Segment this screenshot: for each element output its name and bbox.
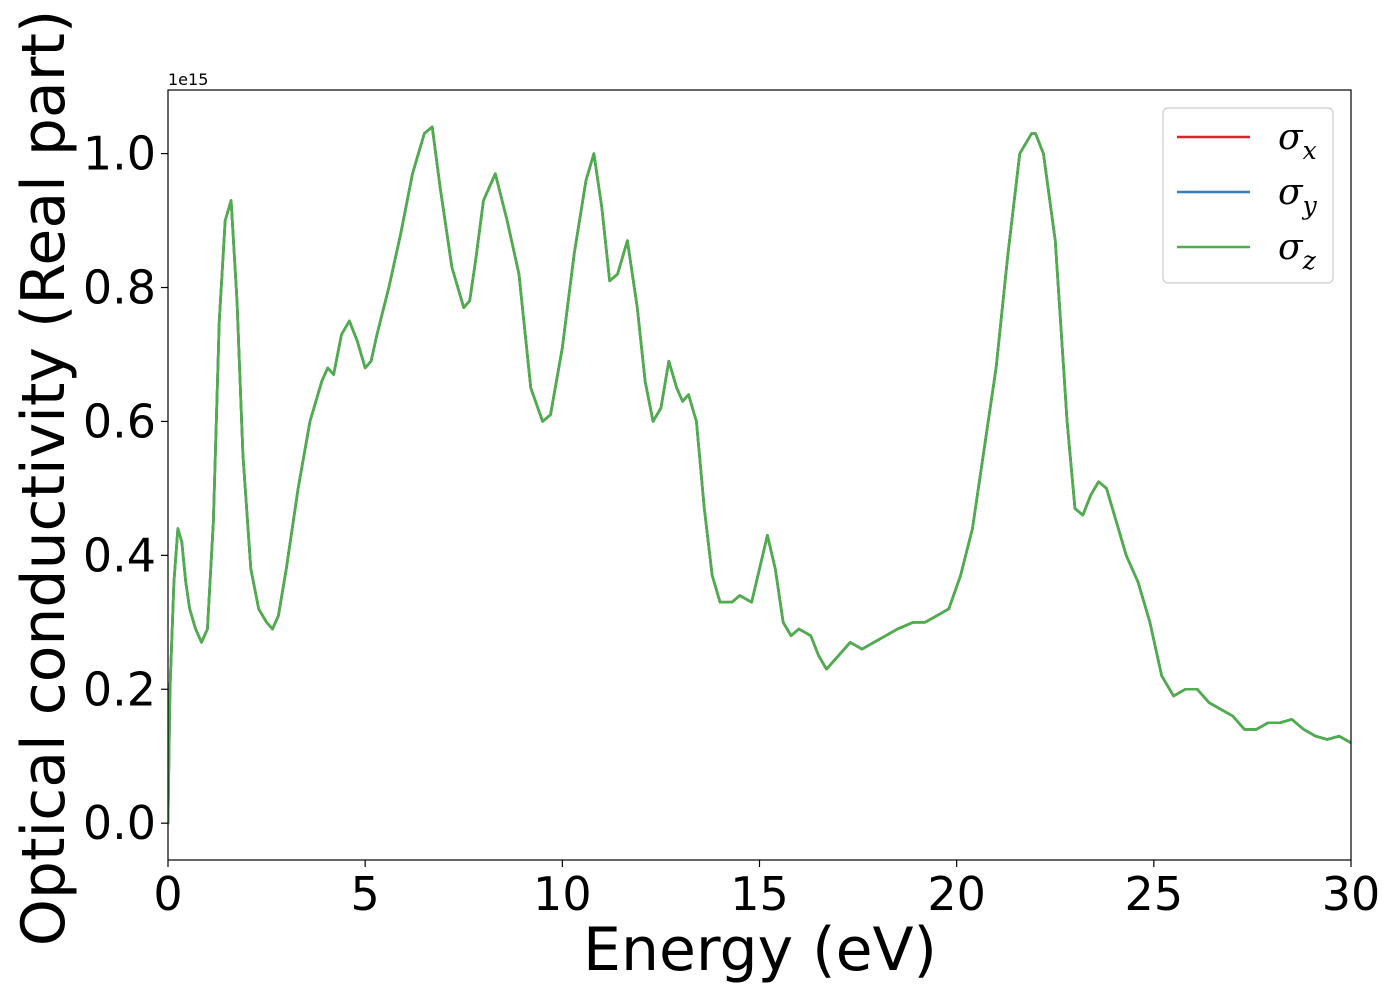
series-layer	[168, 125, 1351, 825]
legend-box	[1162, 107, 1334, 284]
ticks-layer: 0 5 10 15 20 25 30 0.0 0.2 0.4 0.6 0.8 1.0	[83, 127, 1380, 921]
x-axis-label: Energy (eV)	[583, 915, 937, 985]
legend-label-3: σz	[1278, 227, 1317, 275]
x-tick-label: 5	[351, 867, 380, 921]
plot-background	[168, 90, 1351, 860]
legend-label-1: σx	[1278, 117, 1317, 165]
y-tick-label: 0.6	[83, 394, 156, 448]
y-tick-label: 0.0	[83, 796, 156, 850]
y-tick-label: 0.2	[83, 662, 156, 716]
y-offset-label: 1e15	[168, 70, 208, 89]
y-tick-label: 0.8	[83, 261, 156, 315]
y-tick-label: 1.0	[83, 127, 156, 181]
x-tick-label: 30	[1322, 867, 1381, 921]
legend-label-2: σy	[1278, 172, 1318, 220]
x-tick-label: 0	[153, 867, 182, 921]
x-tick-label: 25	[1125, 867, 1184, 921]
legend: σx σy σz	[1162, 107, 1334, 284]
x-tick-label: 10	[533, 867, 592, 921]
x-tick-label: 20	[927, 867, 986, 921]
y-axis-label: Optical conductivity (Real part)	[9, 10, 79, 947]
plot-area	[168, 90, 1351, 860]
x-tick-label: 15	[730, 867, 789, 921]
series-line-3	[168, 125, 1351, 825]
y-tick-label: 0.4	[83, 528, 156, 582]
